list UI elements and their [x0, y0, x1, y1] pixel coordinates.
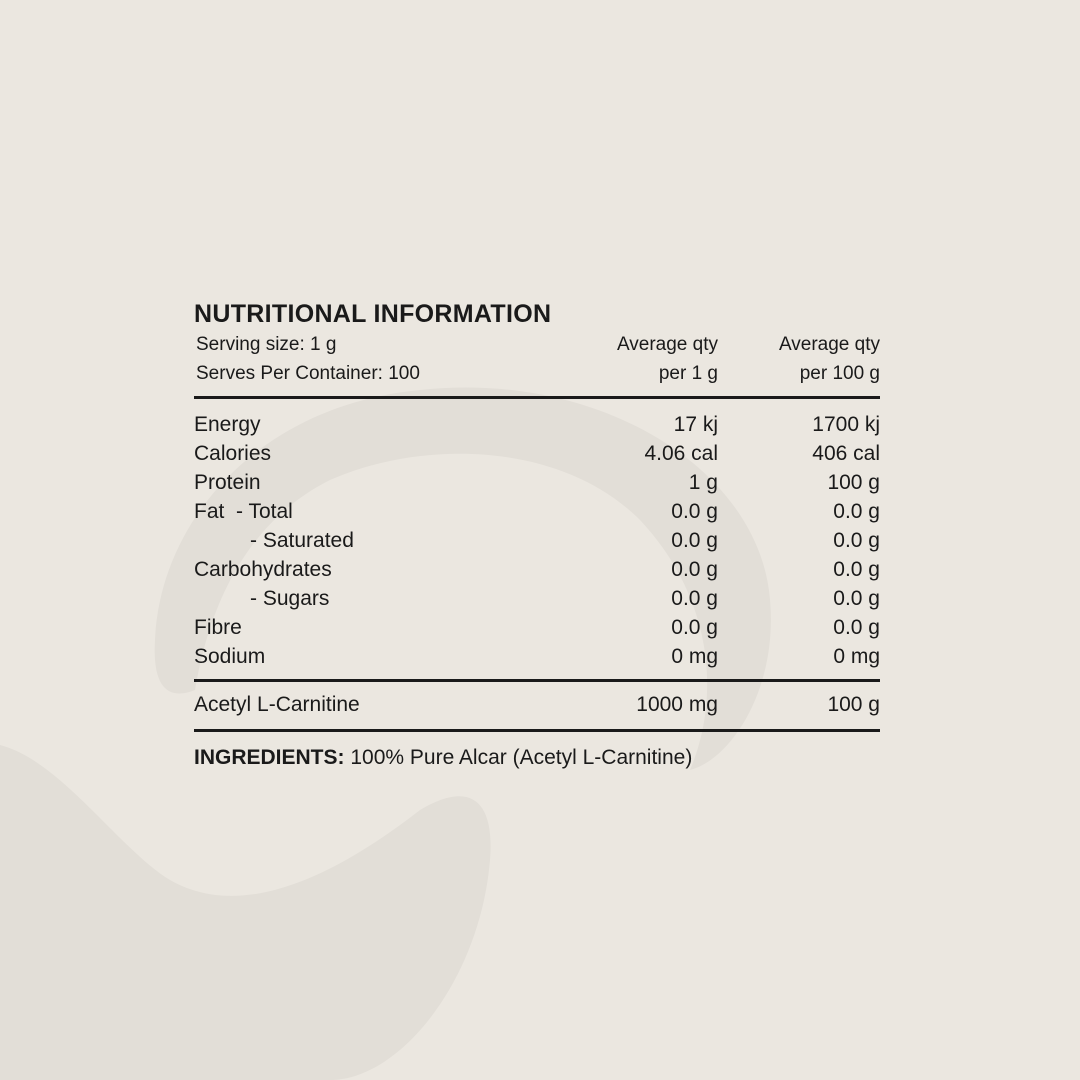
nutrient-label: Calories	[194, 442, 272, 465]
ingredients: INGREDIENTS: 100% Pure Alcar (Acetyl L-C…	[194, 746, 880, 770]
header-row: Serves Per Container: 100 per 1 g per 10…	[194, 359, 880, 388]
per-serve-value: 0.0 g	[671, 558, 718, 581]
nutrient-rows: Energy 17 kj 1700 kj Calories 4.06 cal 406 ca…	[194, 410, 880, 671]
active-ingredient-row: Acetyl L-Carnitine 1000 mg 100 g	[194, 690, 880, 719]
per-100-value: 0.0 g	[833, 500, 880, 523]
per-100-value: 0.0 g	[833, 529, 880, 552]
nutrient-label: - Saturated	[250, 529, 354, 552]
background-crescent-shape	[154, 387, 771, 770]
serves-per-container: Serves Per Container: 100	[196, 363, 420, 384]
nutrient-row: Energy 17 kj 1700 kj	[194, 410, 880, 439]
nutrient-row: Fibre 0.0 g 0.0 g	[194, 613, 880, 642]
per-100-value: 100 g	[827, 693, 880, 716]
per-serve-value: 17 kj	[673, 413, 718, 436]
divider	[194, 679, 880, 682]
table-header: Serving size: 1 g Average qty Average qt…	[194, 330, 880, 388]
nutrition-panel: NUTRITIONAL INFORMATION Serving size: 1 …	[194, 298, 880, 770]
nutrient-row: Fat - Total 0.0 g 0.0 g	[194, 497, 880, 526]
per-serve-value: 0.0 g	[671, 529, 718, 552]
nutrient-label: Fat - Total	[194, 500, 293, 523]
per-100-value: 0 mg	[833, 645, 880, 668]
per-100-value: 0.0 g	[833, 616, 880, 639]
serving-size: Serving size: 1 g	[196, 334, 337, 355]
divider	[194, 729, 880, 732]
col1-heading: Average qty	[616, 334, 718, 355]
nutrient-row: Protein 1 g 100 g	[194, 468, 880, 497]
nutrient-row: Sodium 0 mg 0 mg	[194, 642, 880, 671]
per-serve-value: 0.0 g	[671, 587, 718, 610]
panel-title: NUTRITIONAL INFORMATION	[194, 300, 552, 328]
nutrient-label: Energy	[194, 413, 261, 436]
background-swoosh-shape	[0, 745, 491, 1080]
nutrient-row: Carbohydrates 0.0 g 0.0 g	[194, 555, 880, 584]
per-serve-value: 0 mg	[671, 645, 718, 668]
nutrient-label: Protein	[194, 471, 261, 494]
divider	[194, 396, 880, 399]
nutrient-label: Sodium	[194, 645, 266, 668]
col2-heading: Average qty	[778, 334, 880, 355]
nutrient-label: Carbohydrates	[194, 558, 332, 581]
nutrient-row: - Saturated 0.0 g 0.0 g	[194, 526, 880, 555]
per-100-value: 1700 kj	[812, 413, 880, 436]
per-serve-value: 0.0 g	[671, 616, 718, 639]
header-row: Serving size: 1 g Average qty Average qt…	[194, 330, 880, 359]
ingredients-label: INGREDIENTS:	[194, 746, 345, 769]
per-serve-value: 4.06 cal	[644, 442, 718, 465]
nutrient-label: - Sugars	[250, 587, 330, 610]
ingredients-text: 100% Pure Alcar (Acetyl L-Carnitine)	[344, 746, 693, 769]
per-100-value: 0.0 g	[833, 587, 880, 610]
nutrient-label: Acetyl L-Carnitine	[194, 693, 360, 716]
nutrient-row: Calories 4.06 cal 406 cal	[194, 439, 880, 468]
per-serve-value: 1000 mg	[636, 693, 718, 716]
per-serve-value: 1 g	[688, 471, 718, 494]
col2-subheading: per 100 g	[799, 363, 880, 384]
nutrient-label: Fibre	[194, 616, 242, 639]
per-100-value: 0.0 g	[833, 558, 880, 581]
per-100-value: 100 g	[827, 471, 880, 494]
per-serve-value: 0.0 g	[671, 500, 718, 523]
col1-subheading: per 1 g	[658, 363, 718, 384]
per-100-value: 406 cal	[812, 442, 880, 465]
nutrient-row: - Sugars 0.0 g 0.0 g	[194, 584, 880, 613]
